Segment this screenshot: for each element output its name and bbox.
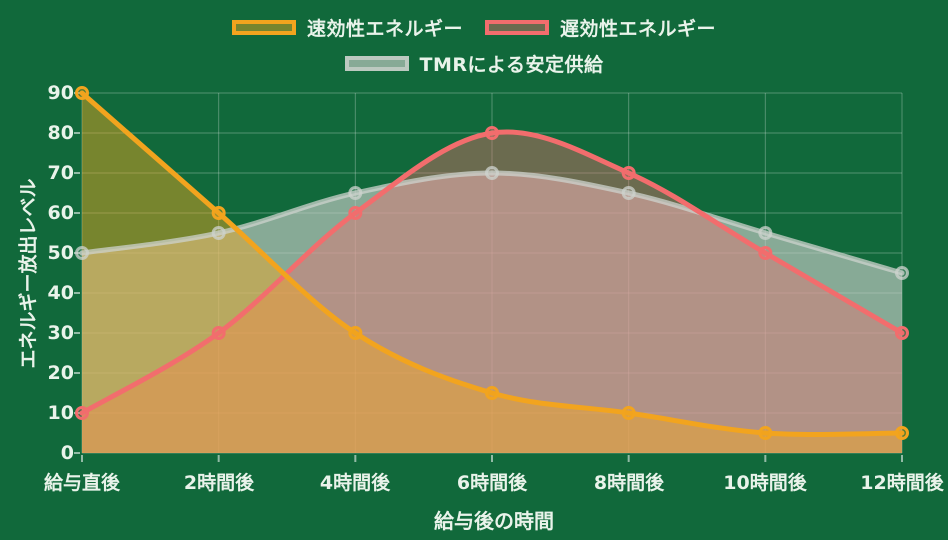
y-tick-60: 60: [47, 202, 74, 224]
x-axis-title: 給与後の時間: [434, 509, 554, 533]
legend-item-tmr-supply[interactable]: TMRによる安定供給: [344, 50, 604, 77]
x-tick-4h: 4時間後: [319, 472, 391, 494]
legend-label-fast-energy: 速効性エネルギー: [306, 18, 463, 40]
legend-swatch-fast-energy: [231, 20, 296, 35]
x-tick-0h: 給与直後: [43, 472, 120, 494]
legend-item-slow-energy[interactable]: 遅効性エネルギー: [485, 14, 716, 41]
y-tick-20: 20: [47, 362, 74, 384]
x-tick-2h: 2時間後: [183, 472, 255, 494]
legend-row-2: TMRによる安定供給: [0, 50, 948, 77]
y-tick-0: 0: [60, 442, 74, 464]
y-tick-70: 70: [47, 162, 74, 184]
x-tick-10h: 10時間後: [723, 472, 807, 494]
legend-label-slow-energy: 遅効性エネルギー: [560, 18, 717, 40]
legend-item-fast-energy[interactable]: 速効性エネルギー: [231, 14, 463, 41]
y-tick-80: 80: [47, 122, 74, 144]
y-axis-title: エネルギー放出レベル: [17, 178, 40, 369]
legend-swatch-tmr-supply: [344, 56, 409, 71]
y-tick-30: 30: [47, 322, 74, 344]
x-tick-12h: 12時間後: [860, 472, 944, 494]
y-tick-90: 90: [47, 82, 74, 104]
legend-label-tmr-supply: TMRによる安定供給: [419, 54, 604, 76]
x-tick-8h: 8時間後: [593, 472, 665, 494]
y-tick-10: 10: [47, 402, 74, 424]
legend-swatch-slow-energy: [485, 20, 549, 35]
legend: 速効性エネルギー 遅効性エネルギー: [0, 14, 948, 41]
y-tick-40: 40: [47, 282, 74, 304]
x-tick-6h: 6時間後: [456, 472, 528, 494]
y-tick-50: 50: [47, 242, 74, 264]
